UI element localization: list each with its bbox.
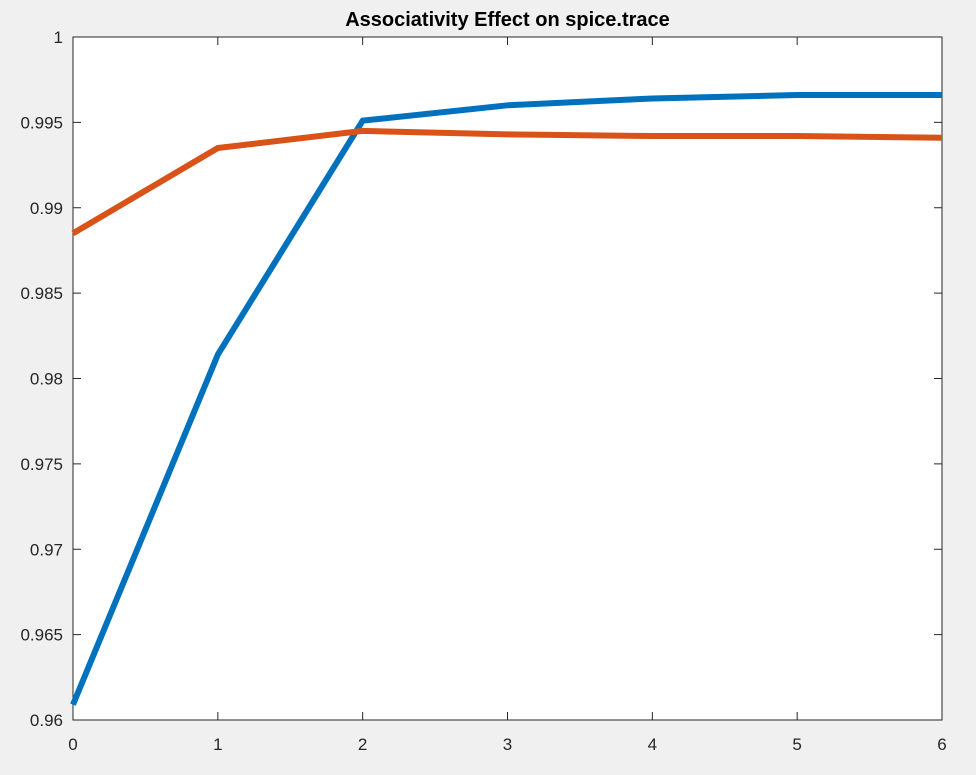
x-tick-label: 2 [358,735,367,754]
x-tick-label: 1 [213,735,222,754]
x-tick-label: 0 [68,735,77,754]
y-tick-label: 1 [54,28,63,47]
y-tick-label: 0.975 [20,455,63,474]
y-tick-label: 0.995 [20,113,63,132]
x-tick-label: 4 [648,735,657,754]
y-tick-label: 0.98 [30,370,63,389]
y-tick-label: 0.96 [30,711,63,730]
y-tick-label: 0.97 [30,540,63,559]
x-tick-label: 5 [792,735,801,754]
y-tick-label: 0.99 [30,199,63,218]
chart-title: Associativity Effect on spice.trace [345,9,670,31]
x-tick-label: 6 [937,735,946,754]
plot-area [73,37,942,720]
y-tick-label: 0.985 [20,284,63,303]
y-tick-label: 0.965 [20,626,63,645]
x-tick-label: 3 [503,735,512,754]
